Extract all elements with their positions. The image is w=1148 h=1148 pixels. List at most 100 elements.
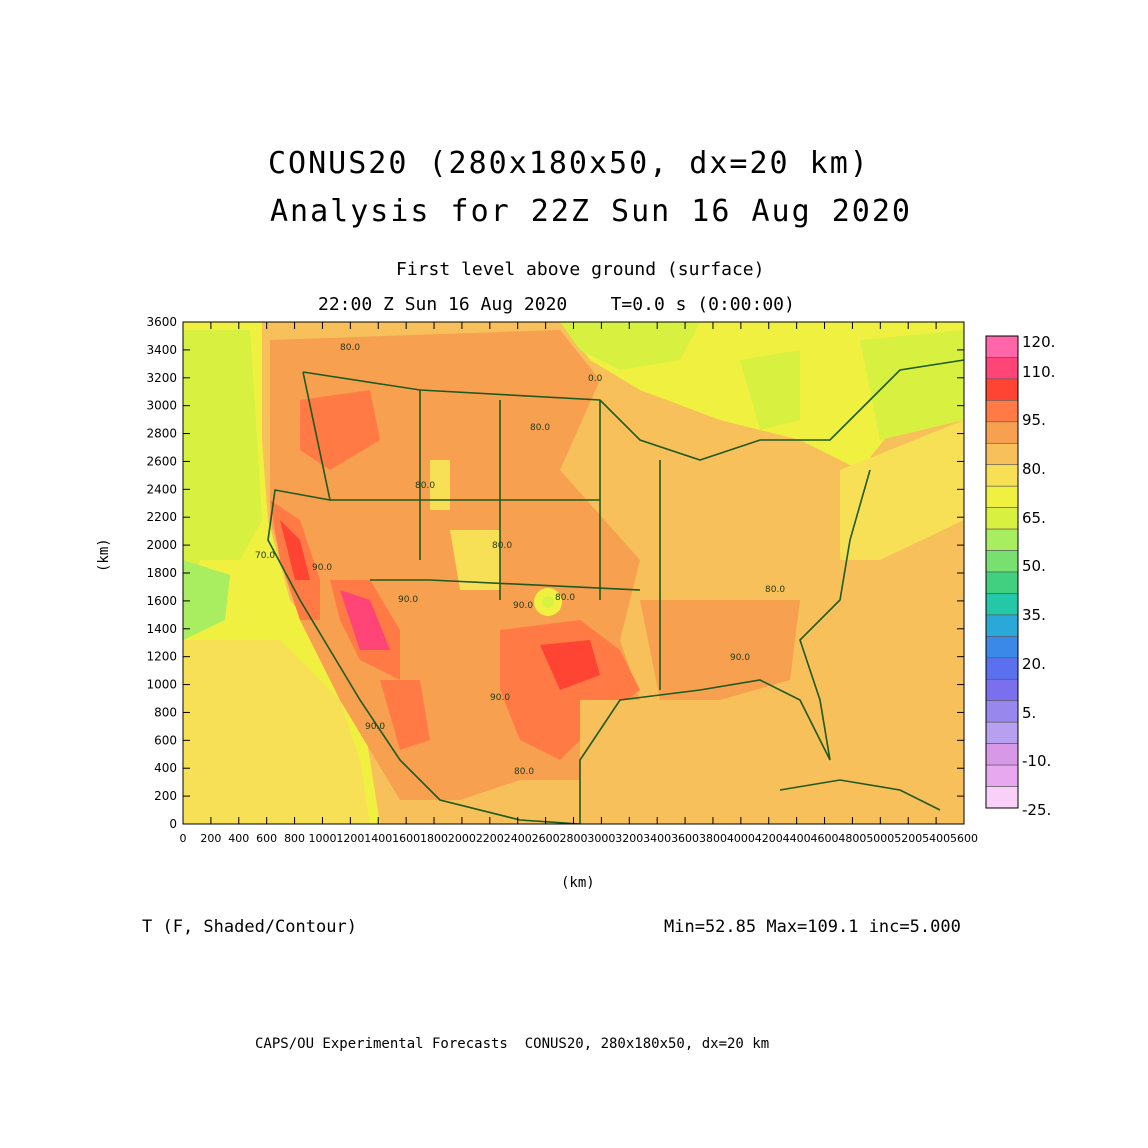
contour-label: 90.0 [730,653,750,663]
gulf-atlantic-coast [579,469,871,824]
contour-label: 80.0 [765,585,785,595]
y-tick-label: 2000 [146,538,177,552]
x-axis-unit: (km) [561,875,595,891]
contour-label: 70.0 [255,551,275,561]
map-boundaries [267,359,964,824]
colorbar-swatch [985,357,1019,380]
canada-cool-spot-2 [740,350,800,430]
y-tick-label: 0 [169,817,177,831]
x-tick-label: 4000 [727,832,755,845]
x-tick-label: 1200 [336,832,364,845]
y-tick-label: 3200 [146,371,177,385]
contour-label: 80.0 [415,481,435,491]
x-tick-label: 4800 [838,832,866,845]
x-tick-label: 2800 [560,832,588,845]
pacific-cool-band [183,330,262,640]
x-tick-label: 1800 [420,832,448,845]
colorbar-swatch [985,464,1019,487]
x-tick-label: 4200 [755,832,783,845]
stats-label: Min=52.85 Max=109.1 inc=5.000 [664,917,961,937]
colorbar-swatch [985,550,1019,573]
x-tick-label: 600 [256,832,277,845]
wyoming-cool [430,460,450,510]
contour-label: 0.0 [588,374,603,384]
x-tick-label: 3800 [699,832,727,845]
contour-label: 90.0 [513,601,533,611]
pacific-cool-spot [183,560,230,640]
y-tick-label: 2600 [146,454,177,468]
colorbar-label: 20. [1022,655,1046,673]
contour-label: 80.0 [514,767,534,777]
y-tick-label: 3600 [146,315,177,329]
colorbar-swatch [985,400,1019,423]
texas-hottest [540,640,600,690]
colorbar-swatch [985,528,1019,551]
x-tick-label: 3400 [643,832,671,845]
temperature-field [183,322,964,824]
northeast-cool-spot [860,330,964,440]
title-line-2: Analysis for 22Z Sun 16 Aug 2020 [270,194,912,229]
northern-border [302,359,964,461]
colorbar-swatch [985,721,1019,744]
y-tick-label: 1400 [146,622,177,636]
colorado-cool [450,530,500,590]
atlantic-field [840,420,964,560]
colorbar-label: 65. [1022,509,1046,527]
y-tick-label: 2400 [146,482,177,496]
y-axis-unit: (km) [96,538,112,572]
colorbar-label: -25. [1022,801,1051,819]
x-tick-label: 5600 [950,832,978,845]
x-tick-label: 200 [200,832,221,845]
colorbar-label: 35. [1022,606,1046,624]
contour-label: 90.0 [312,563,332,573]
x-tick-label: 1400 [364,832,392,845]
x-tick-label: 2200 [476,832,504,845]
x-tick-label: 2600 [532,832,560,845]
axis-ticks: 0 200 400 600 800 1000 1200 1400 1600 1800 2000 220… [146,315,978,845]
colorbar-label: 50. [1022,557,1046,575]
colorbar-swatch [985,335,1019,358]
colorbar-frame [985,335,1019,809]
colorbar-label: 110. [1022,363,1055,381]
colorbar: 120. 110. 95. 80. 65. 50. 35. 20. 5. -10. -25. [985,333,1055,819]
y-tick-label: 1000 [146,678,177,692]
x-tick-label: 3600 [671,832,699,845]
y-tick-label: 400 [154,761,177,775]
contour-labels: 80.0 80.0 80.0 80.0 70.0 90.0 90.0 80.0 90.0 90.0… [255,343,785,777]
contour-label: 80.0 [340,343,360,353]
title-line-1: CONUS20 (280x180x50, dx=20 km) [268,146,870,181]
caribbean-islands [779,779,941,811]
colorbar-swatch [985,442,1019,466]
x-tick-label: 4600 [811,832,839,845]
colorbar-label: 80. [1022,460,1046,478]
x-tick-label: 2000 [448,832,476,845]
colorbar-label: -10. [1022,752,1051,770]
colorbar-swatch [985,636,1019,659]
colorbar-swatch [985,786,1019,809]
x-tick-label: 3000 [587,832,615,845]
contour-label: 80.0 [555,593,575,603]
colorbar-swatch [985,421,1019,444]
desert-hottest [340,590,390,650]
sonora-hot [380,680,430,750]
contour-label: 90.0 [365,722,385,732]
y-tick-label: 1800 [146,566,177,580]
contour-label: 80.0 [530,423,550,433]
colorbar-swatch [985,507,1019,530]
state-lines [330,390,661,690]
contour-label: 90.0 [490,693,510,703]
y-tick-label: 2800 [146,427,177,441]
y-tick-label: 200 [154,789,177,803]
credit-label: CAPS/OU Experimental Forecasts CONUS20, … [255,1036,770,1052]
x-tick-label: 800 [284,832,305,845]
y-tick-label: 3000 [146,399,177,413]
x-tick-label: 0 [180,832,187,845]
x-tick-label: 2400 [504,832,532,845]
colorbar-swatch [985,657,1019,680]
colorbar-swatch [985,700,1019,723]
pacific-southern-band [183,640,370,824]
contour-label: 90.0 [398,595,418,605]
x-tick-label: 5000 [866,832,894,845]
colorbar-swatch [985,614,1019,637]
x-tick-label: 1600 [392,832,420,845]
